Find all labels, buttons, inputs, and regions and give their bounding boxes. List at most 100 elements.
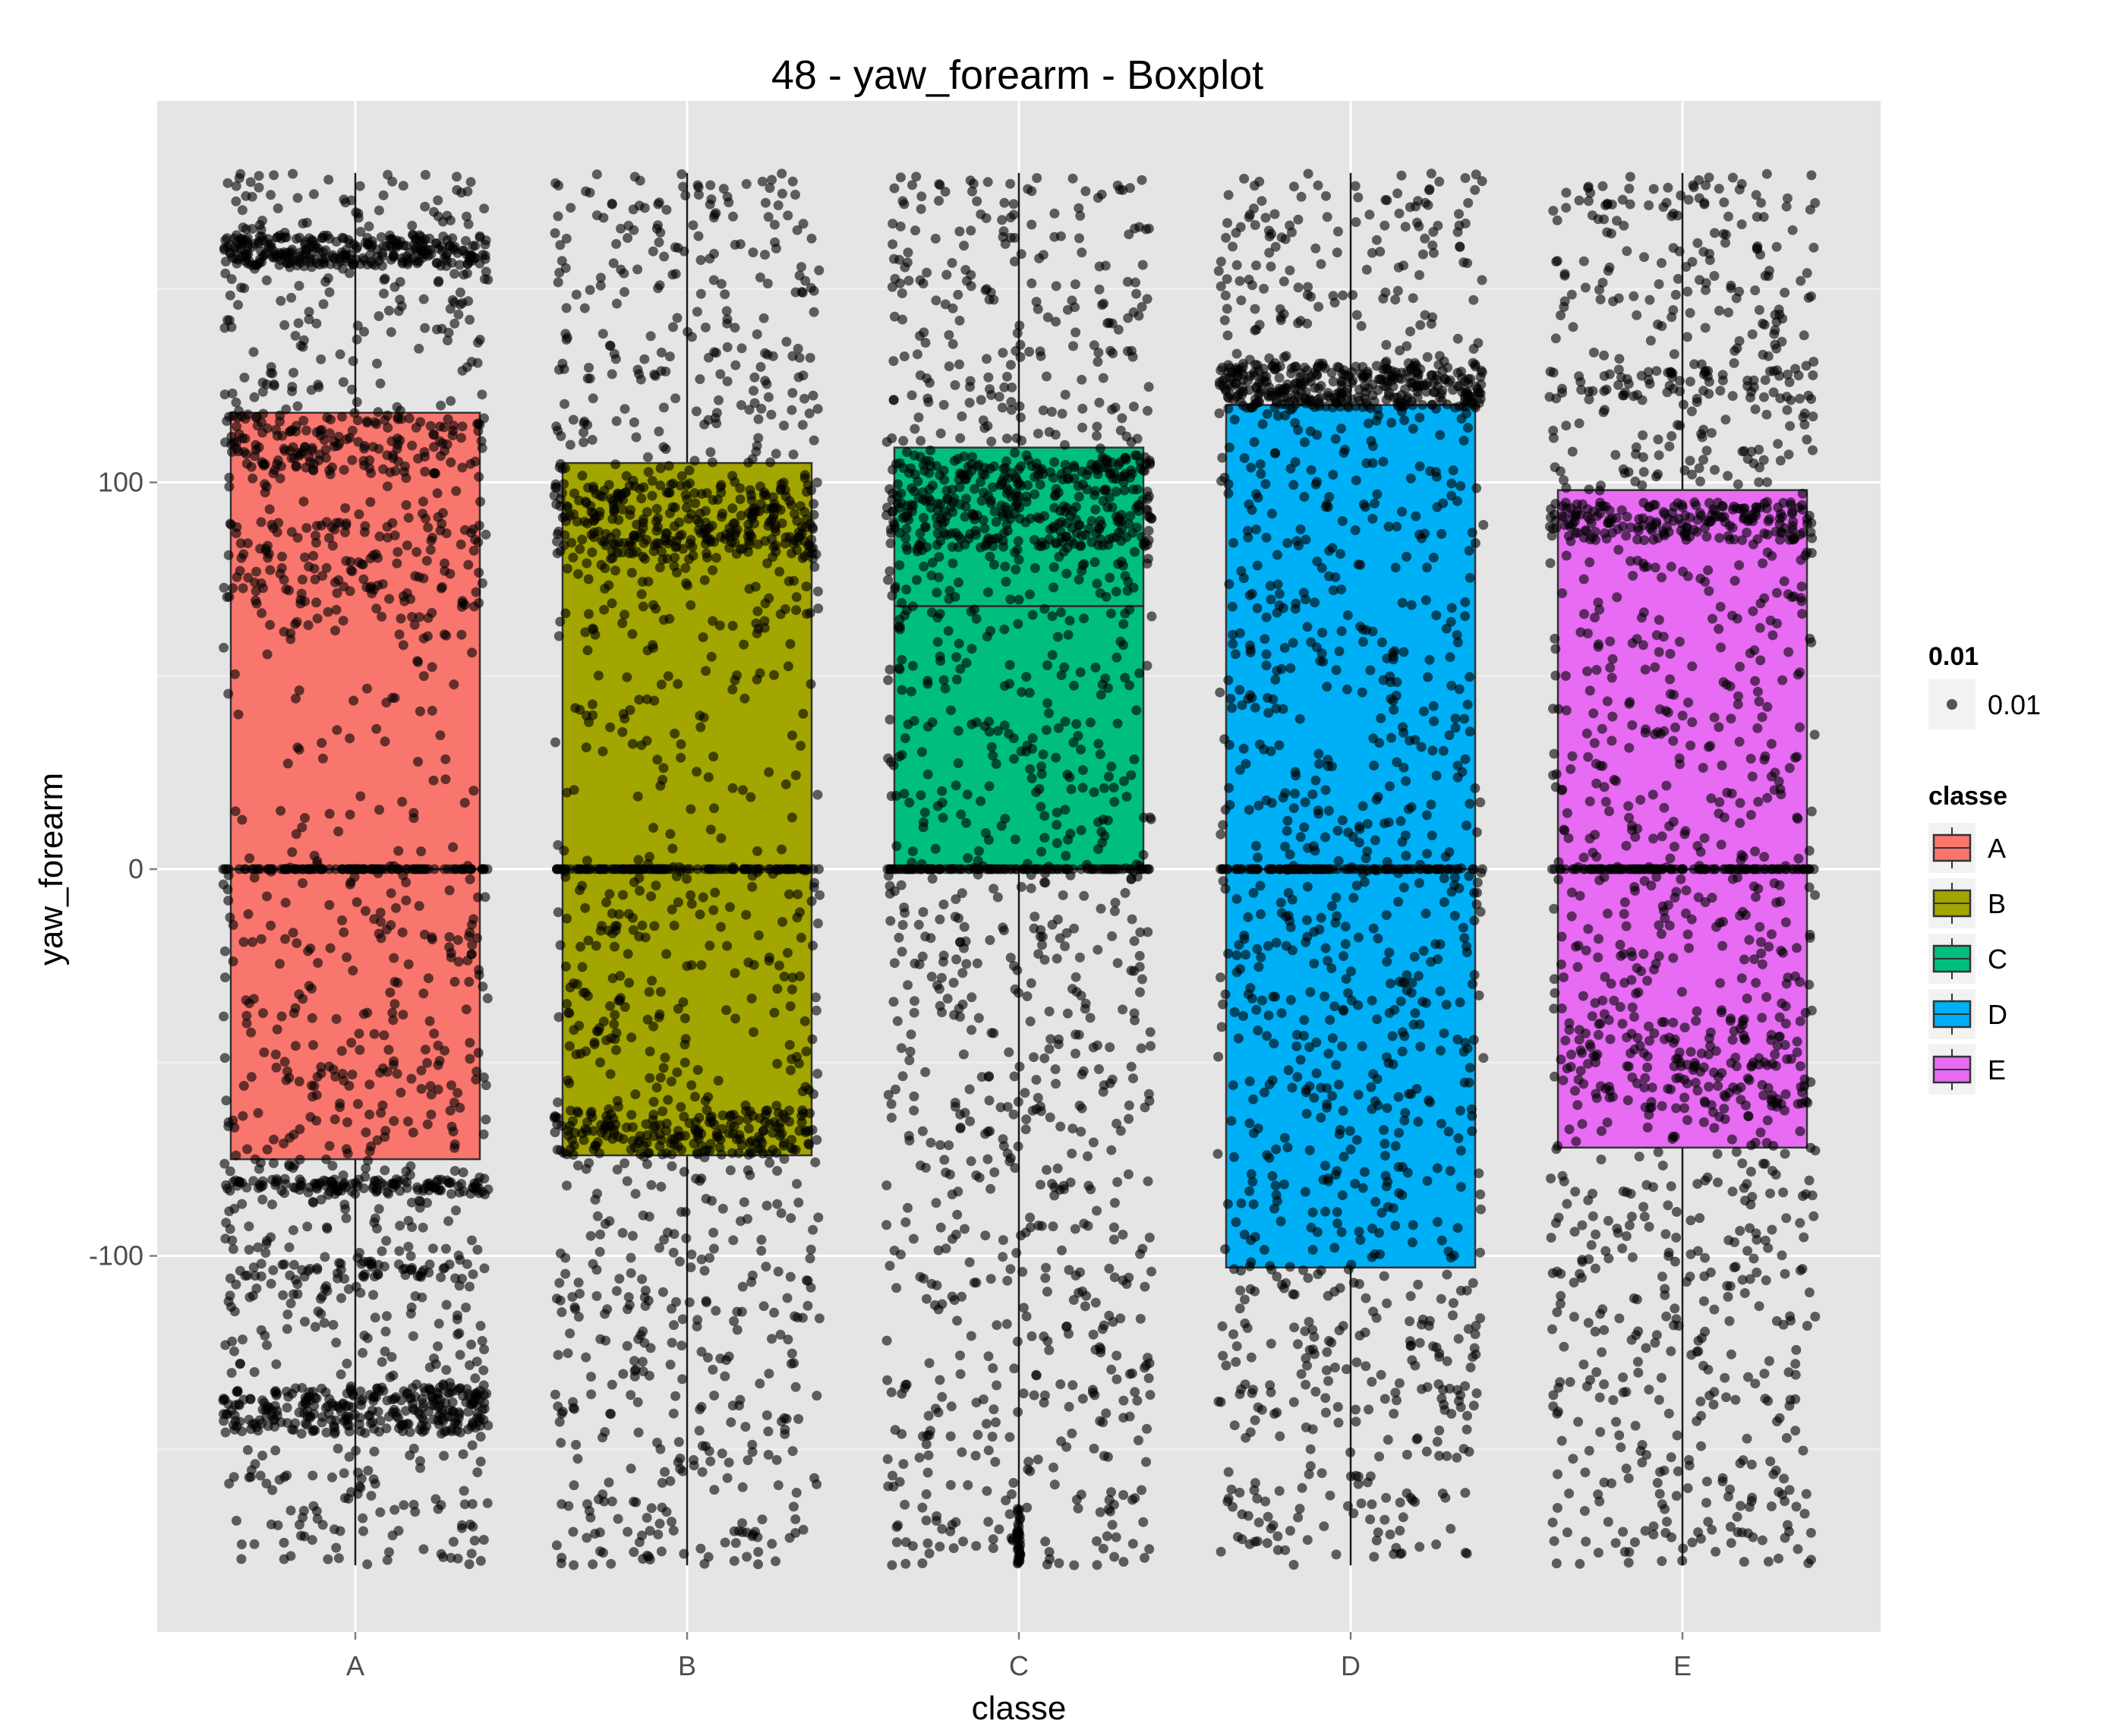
- data-point: [604, 1477, 614, 1488]
- data-point: [1138, 1517, 1149, 1527]
- data-point: [708, 1227, 719, 1238]
- data-point: [720, 1537, 730, 1548]
- data-point: [358, 1513, 368, 1523]
- data-point: [777, 844, 787, 855]
- data-point: [1086, 1184, 1096, 1195]
- data-point: [585, 1230, 596, 1241]
- data-point: [976, 1072, 987, 1082]
- data-point: [957, 968, 968, 978]
- data-point: [248, 937, 258, 947]
- data-point: [467, 1235, 477, 1246]
- data-point: [960, 502, 971, 512]
- data-point: [745, 1170, 755, 1180]
- data-point: [924, 1549, 935, 1558]
- data-point: [1098, 373, 1108, 383]
- data-point: [401, 499, 412, 510]
- data-point: [1005, 178, 1016, 189]
- data-point: [240, 433, 251, 444]
- data-point: [600, 563, 610, 573]
- data-point: [584, 609, 594, 619]
- data-point: [1142, 506, 1153, 515]
- data-point: [730, 1538, 741, 1549]
- chart-title: 48 - yaw_forearm - Boxplot: [771, 52, 1263, 98]
- data-point: [888, 488, 898, 499]
- data-point: [288, 169, 298, 179]
- data-point: [478, 981, 488, 992]
- data-point: [1042, 660, 1052, 670]
- data-point: [926, 972, 937, 982]
- data-point: [645, 1073, 655, 1083]
- data-point: [228, 1244, 238, 1254]
- data-point: [446, 1552, 456, 1563]
- data-point: [729, 1316, 739, 1326]
- data-point: [279, 1188, 289, 1199]
- data-point: [695, 288, 706, 299]
- data-point: [1036, 351, 1046, 361]
- data-point: [560, 961, 571, 972]
- data-point: [1146, 611, 1157, 622]
- data-point: [814, 265, 825, 276]
- data-point: [222, 884, 233, 895]
- data-point: [951, 652, 962, 663]
- data-point: [255, 1470, 266, 1481]
- data-point: [891, 1283, 902, 1293]
- data-point: [893, 1520, 903, 1530]
- data-point: [575, 543, 585, 554]
- data-point: [695, 1404, 705, 1415]
- data-point: [1039, 811, 1050, 821]
- data-point: [627, 629, 638, 639]
- data-point: [806, 1244, 816, 1255]
- data-point: [317, 1417, 327, 1428]
- data-point: [394, 629, 405, 640]
- data-point: [475, 231, 485, 241]
- data-point: [225, 1273, 235, 1284]
- data-point: [904, 1055, 915, 1066]
- data-point: [1092, 1205, 1102, 1216]
- data-point: [976, 395, 986, 405]
- data-point: [938, 675, 949, 685]
- data-point: [1079, 1218, 1089, 1229]
- data-point: [337, 915, 348, 925]
- data-point: [736, 343, 747, 354]
- data-point: [381, 1236, 392, 1246]
- data-point: [242, 1445, 253, 1455]
- data-point: [1144, 1544, 1155, 1555]
- data-point: [668, 1247, 679, 1258]
- data-point: [473, 892, 483, 903]
- data-point: [624, 480, 635, 491]
- data-point: [1064, 616, 1075, 626]
- data-point: [356, 1400, 367, 1410]
- data-point: [416, 1084, 427, 1094]
- data-point: [557, 1552, 567, 1563]
- data-point: [645, 331, 656, 342]
- data-point: [635, 374, 646, 385]
- data-point: [607, 547, 617, 556]
- data-point: [716, 922, 726, 932]
- data-point: [289, 1425, 299, 1435]
- data-point: [1041, 725, 1052, 736]
- data-point: [349, 871, 360, 882]
- data-point: [569, 1302, 580, 1312]
- data-point: [415, 1463, 425, 1473]
- data-point: [722, 342, 733, 352]
- data-point: [1108, 783, 1119, 792]
- data-point: [682, 874, 692, 884]
- data-point: [1058, 890, 1068, 900]
- data-point: [1132, 433, 1143, 444]
- data-point: [465, 1519, 475, 1530]
- data-point: [386, 864, 397, 874]
- data-point: [562, 501, 572, 512]
- data-point: [228, 1177, 238, 1187]
- data-point: [1054, 1558, 1064, 1568]
- data-point: [560, 263, 571, 273]
- data-point: [954, 315, 965, 326]
- data-point: [1013, 619, 1023, 629]
- data-point: [452, 1310, 462, 1321]
- data-point: [232, 1386, 243, 1397]
- data-point: [289, 367, 298, 378]
- data-point: [756, 1234, 767, 1245]
- data-point: [637, 1274, 648, 1284]
- data-point: [1143, 1089, 1154, 1099]
- data-point: [806, 233, 817, 244]
- data-point: [331, 518, 342, 528]
